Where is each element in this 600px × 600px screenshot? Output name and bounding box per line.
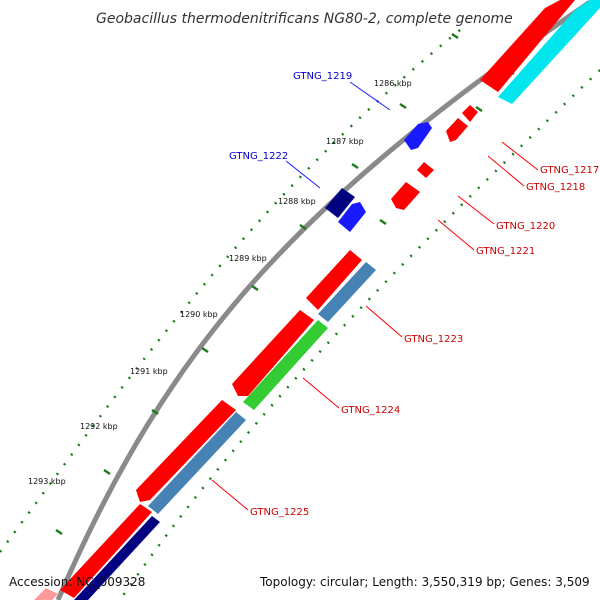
cds-gtng-1225-red[interactable] xyxy=(136,400,236,502)
scale-label-1290: 1290 kbp xyxy=(180,310,218,319)
label-gtng-1223[interactable]: GTNG_1223 xyxy=(404,334,463,345)
cds-gtng-1217-1218-red[interactable] xyxy=(480,0,575,92)
label-gtng-1222[interactable]: GTNG_1222 xyxy=(229,151,288,162)
reverse-gene-labels: GTNG_1217 GTNG_1218 GTNG_1220 GTNG_1221 … xyxy=(211,141,599,518)
label-gtng-1225[interactable]: GTNG_1225 xyxy=(250,507,309,518)
gene-gtng-1224-green[interactable] xyxy=(243,320,328,410)
accession-text: Accession: NC_009328 xyxy=(9,575,145,589)
scale-label-1291: 1291 kbp xyxy=(130,367,168,376)
genome-title: Geobacillus thermodenitrificans NG80-2, … xyxy=(96,11,513,27)
label-gtng-1220[interactable]: GTNG_1220 xyxy=(496,221,555,232)
label-gtng-1218[interactable]: GTNG_1218 xyxy=(526,182,585,193)
scale-label-1289: 1289 kbp xyxy=(229,254,267,263)
gene-gtng-1225-steelblue[interactable] xyxy=(148,412,246,514)
scale-label-1288: 1288 kbp xyxy=(278,197,316,206)
gene-gtng-1217-1218-cyan[interactable] xyxy=(498,0,600,104)
cds-gtng-1218[interactable] xyxy=(462,105,478,122)
scale-label-1287: 1287 kbp xyxy=(326,137,364,146)
scale-label-1292: 1292 kbp xyxy=(80,422,118,431)
forward-gene-labels: GTNG_1219 GTNG_1222 xyxy=(229,71,391,189)
label-gtng-1219[interactable]: GTNG_1219 xyxy=(293,71,352,82)
cds-gtng-1220[interactable] xyxy=(417,162,434,178)
label-gtng-1221[interactable]: GTNG_1221 xyxy=(476,246,535,257)
gene-gtng-1222-b[interactable] xyxy=(338,202,366,232)
gene-bottom-navy[interactable] xyxy=(74,516,160,600)
label-gtng-1224[interactable]: GTNG_1224 xyxy=(341,405,400,416)
cds-bottom-pink xyxy=(34,588,58,600)
gene-gtng-1222-a[interactable] xyxy=(325,188,355,218)
scale-label-1293: 1293 kbp xyxy=(28,477,66,486)
gene-gtng-1223-steelblue[interactable] xyxy=(318,262,376,322)
cds-gtng-1217[interactable] xyxy=(446,118,468,142)
inner-scale-dots xyxy=(118,69,600,600)
genome-summary-text: Topology: circular; Length: 3,550,319 bp… xyxy=(259,575,590,589)
scale-label-1286: 1286 kbp xyxy=(374,79,412,88)
cds-gtng-1223-upper[interactable] xyxy=(306,250,362,310)
genome-backbone xyxy=(55,0,592,600)
gene-gtng-1219[interactable] xyxy=(404,122,432,150)
outer-scale-dots xyxy=(0,29,461,553)
label-gtng-1217[interactable]: GTNG_1217 xyxy=(540,165,599,176)
cds-gtng-1221[interactable] xyxy=(391,182,420,210)
cds-bottom-red[interactable] xyxy=(60,504,152,598)
cds-gtng-1223-lower[interactable] xyxy=(232,310,314,396)
